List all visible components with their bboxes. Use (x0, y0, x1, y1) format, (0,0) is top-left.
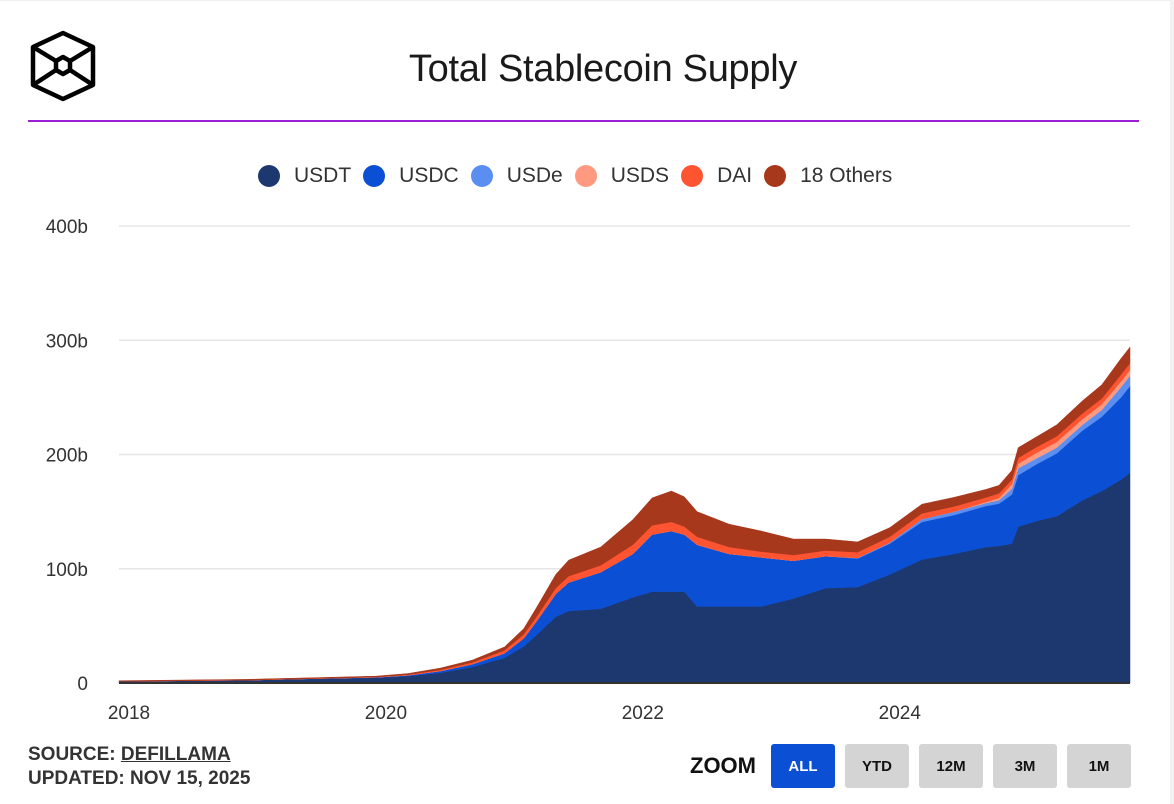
legend-label: USDT (294, 164, 352, 187)
logo-icon (30, 30, 96, 102)
chart-footer: SOURCE: DEFILLAMA UPDATED: NOV 15, 2025 (28, 743, 250, 791)
legend-label: USDC (399, 164, 459, 187)
y-tick-label: 300b (46, 331, 88, 352)
source-link[interactable]: DEFILLAMA (120, 744, 231, 765)
x-tick-label: 2024 (879, 703, 922, 720)
zoom-12m-button[interactable]: 12M (919, 744, 983, 788)
scrollbar-track[interactable] (1170, 0, 1174, 804)
zoom-all-button[interactable]: ALL (771, 744, 835, 788)
legend-swatch (470, 165, 493, 187)
x-tick-label: 2018 (108, 703, 150, 720)
title-divider (28, 120, 1139, 122)
legend-label: USDS (610, 164, 670, 187)
x-tick-label: 2022 (622, 703, 664, 720)
top-border (0, 0, 1174, 1)
chart-title: Total Stablecoin Supply (408, 48, 798, 90)
legend-swatch (363, 165, 386, 187)
legend-item-usde[interactable]: USDe (470, 164, 563, 188)
legend-item-18-others[interactable]: 18 Others (764, 164, 892, 188)
source-line: SOURCE: DEFILLAMA (28, 743, 250, 767)
zoom-ytd-button[interactable]: YTD (845, 744, 909, 788)
y-tick-label: 400b (46, 217, 88, 238)
zoom-1m-button[interactable]: 1M (1067, 744, 1131, 788)
x-tick-label: 2020 (365, 703, 407, 720)
y-tick-label: 200b (46, 446, 88, 467)
legend-swatch (258, 165, 280, 187)
area-18-others[interactable] (118, 346, 1131, 682)
legend-item-usdc[interactable]: USDC (363, 164, 459, 188)
zoom-label: ZOOM (690, 753, 756, 778)
legend-item-usdt[interactable]: USDT (258, 164, 351, 188)
legend-item-dai[interactable]: DAI (681, 164, 752, 188)
legend-swatch (764, 165, 787, 187)
source-prefix: SOURCE: (28, 744, 121, 765)
chart-legend: USDT USDC USDe USDS DAI 18 Others (252, 164, 898, 188)
stacked-area-chart: 0 100b 200b 300b 400b 2018 2020 2022 2024 (46, 217, 1131, 720)
zoom-3m-button[interactable]: 3M (993, 744, 1057, 788)
legend-item-usds[interactable]: USDS (574, 164, 670, 188)
y-tick-label: 0 (77, 674, 88, 695)
legend-label: 18 Others (800, 164, 893, 187)
legend-swatch (574, 165, 597, 187)
updated-date: UPDATED: NOV 15, 2025 (28, 768, 251, 789)
legend-label: DAI (717, 164, 753, 187)
legend-label: USDe (506, 164, 563, 187)
legend-swatch (681, 165, 704, 187)
y-tick-label: 100b (46, 560, 88, 581)
